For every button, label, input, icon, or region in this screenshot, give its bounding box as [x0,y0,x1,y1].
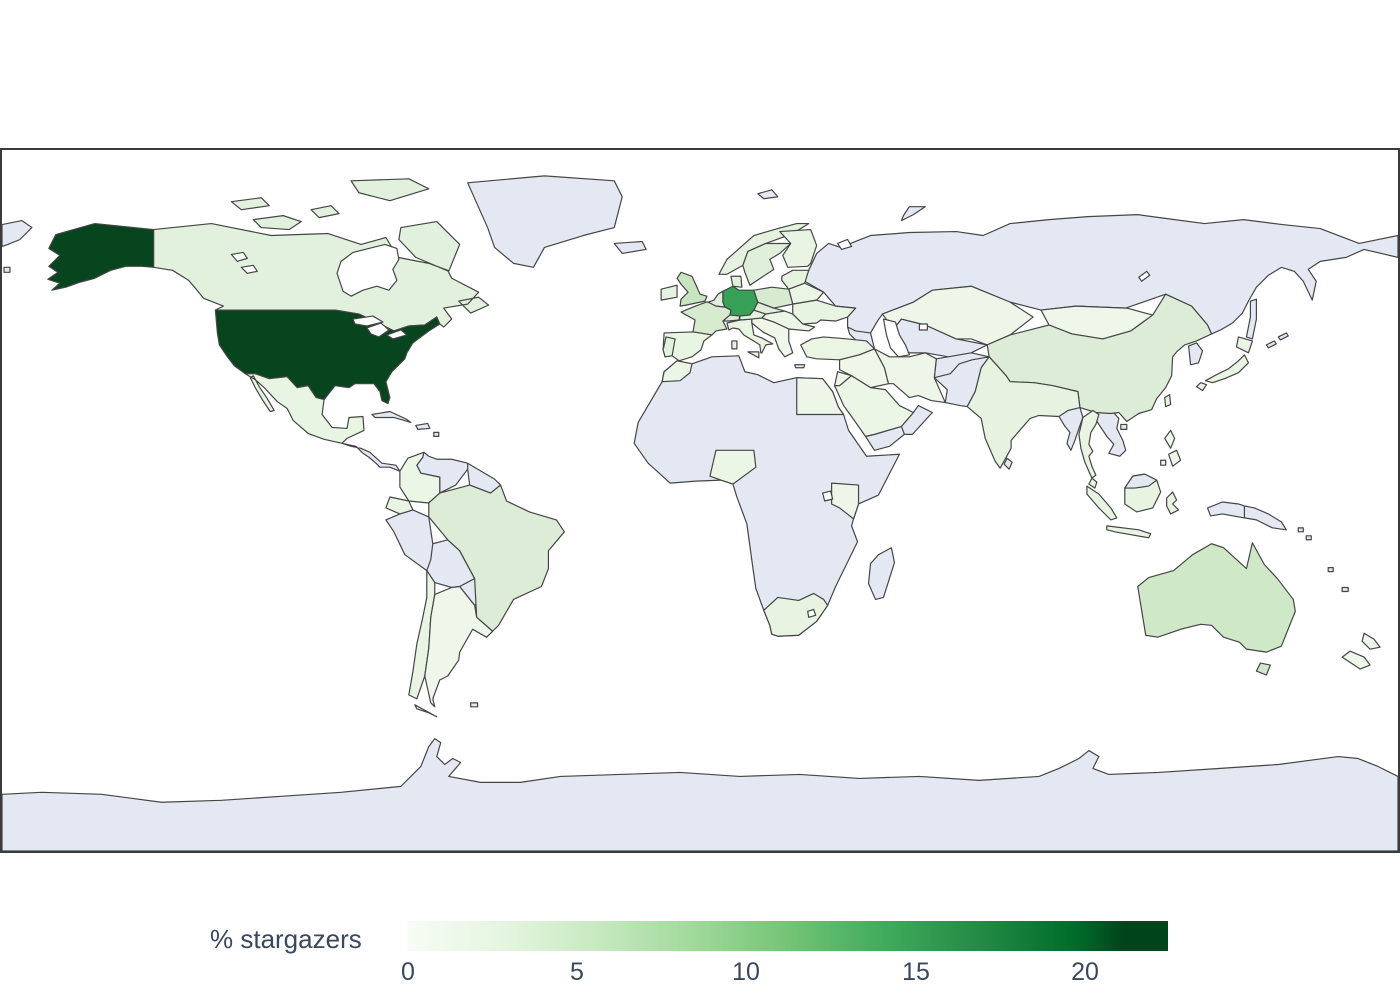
country-egypt [796,377,845,416]
country-ireland [660,284,678,301]
country-morocco [661,360,693,383]
map-plot-area [0,148,1400,853]
colorbar-tick-15: 15 [902,958,930,986]
country-indonesia [1086,473,1180,539]
country-saudi [834,375,914,437]
colorbar-tick-10: 10 [732,958,760,986]
country-portugal [662,336,676,358]
country-uk [676,271,708,307]
country-australia [1137,542,1296,676]
no-data-countries-overlay [1124,298,1289,531]
lakes-and-seas [230,238,1151,618]
country-ecuador [385,496,414,515]
country-finland [779,228,818,268]
colorbar-gradient [408,921,1168,951]
country-brazil [428,484,565,632]
colorbar-tick-0: 0 [401,958,415,986]
country-japan [1195,336,1254,392]
country-south-africa [763,592,829,637]
country-france [680,301,732,336]
country-norway [718,222,810,275]
country-iran [873,348,946,404]
country-india [966,356,1081,469]
country-mexico [244,373,365,444]
country-thailand [1078,409,1100,479]
country-sweden [742,242,792,286]
country-kenya [831,482,860,520]
country-argentina [424,585,494,708]
colorbar-label: % stargazers [210,924,362,954]
country-italy [726,318,774,359]
world-map [2,175,1398,851]
country-nigeria [709,449,757,485]
country-colombia [399,451,441,504]
country-philippines [1160,429,1182,467]
country-denmark [730,275,743,288]
colorbar-tick-20: 20 [1071,958,1099,986]
country-canada [152,178,490,332]
country-balkans [751,317,806,369]
country-taiwan [1164,394,1172,408]
country-new-zealand [1341,632,1381,670]
colorbar-tick-5: 5 [570,958,584,986]
country-malaysia [1088,477,1098,489]
country-switzerland [722,314,741,322]
